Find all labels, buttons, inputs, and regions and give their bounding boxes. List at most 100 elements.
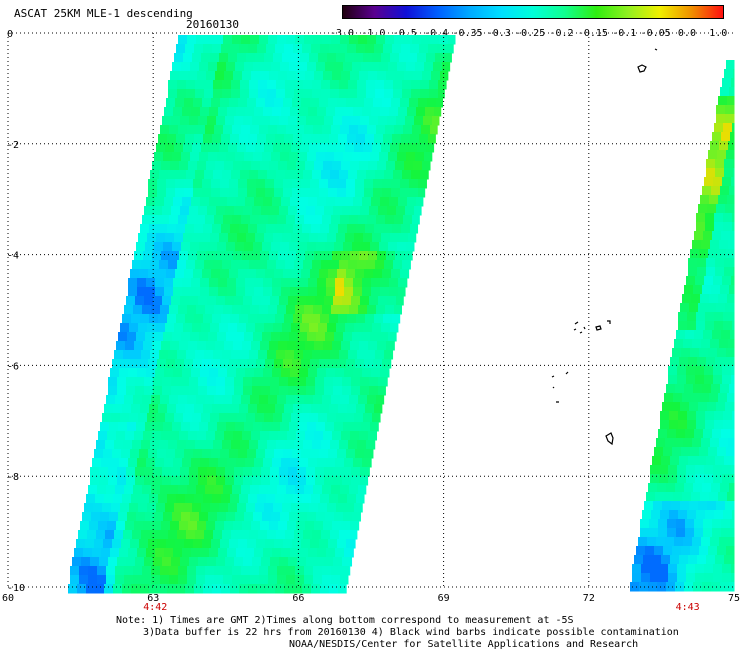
swath-cell (331, 305, 341, 315)
swath-cell (140, 404, 150, 414)
swath-cell (380, 107, 390, 117)
swath-cell (362, 458, 372, 468)
swath-cell (190, 152, 200, 162)
swath-cell (338, 584, 347, 594)
swath-cell (402, 260, 411, 270)
swath-cell (117, 476, 127, 486)
swath-cell (166, 539, 176, 549)
swath-cell (296, 431, 306, 441)
swath-cell (423, 116, 433, 126)
swath-cell (722, 375, 732, 385)
swath-cell (200, 548, 210, 558)
swath-cell (249, 80, 259, 90)
swath-cell (96, 440, 106, 450)
map-title: ASCAT 25KM MLE-1 descending (14, 7, 193, 20)
swath-cell (113, 584, 123, 594)
swath-cell (666, 483, 676, 493)
swath-cell (720, 186, 730, 196)
swath-cell (249, 89, 259, 99)
swath-cell (272, 368, 282, 378)
swath-cell (676, 528, 686, 538)
swath-cell (688, 456, 698, 466)
swath-cell (205, 125, 215, 135)
swath-cell (141, 350, 151, 360)
swath-cell (183, 323, 193, 333)
swath-cell (640, 519, 650, 529)
swath-cell (400, 98, 410, 108)
swath-cell (294, 530, 304, 540)
swath-cell (188, 521, 198, 531)
swath-cell (333, 386, 343, 396)
swath-cell (351, 557, 353, 567)
swath-cell (239, 44, 249, 54)
swath-cell (118, 422, 128, 432)
swath-cell (271, 62, 281, 72)
swath-cell (382, 359, 392, 369)
swath-cell (306, 386, 316, 396)
swath-cell (344, 107, 354, 117)
swath-cell (235, 152, 245, 162)
swath-cell (253, 422, 263, 432)
swath-cell (107, 431, 117, 441)
swath-cell (389, 197, 399, 207)
swath-cell (336, 503, 346, 513)
swath-cell (715, 456, 725, 466)
swath-cell (328, 98, 338, 108)
swath-cell (377, 161, 387, 171)
swath-cell (119, 368, 129, 378)
swath-cell (701, 240, 711, 250)
swath-cell (397, 242, 407, 252)
swath-cell (239, 494, 249, 504)
swath-cell (232, 575, 242, 585)
swath-cell (728, 438, 735, 448)
swath-cell (294, 260, 304, 270)
swath-cell (198, 296, 208, 306)
swath-cell (153, 377, 163, 387)
swath-cell (279, 467, 289, 477)
swath-cell (390, 143, 400, 153)
swath-cell (159, 530, 169, 540)
swath-cell (344, 368, 354, 378)
swath-cell (315, 557, 325, 567)
swath-cell (412, 35, 422, 45)
swath-cell (319, 359, 329, 369)
swath-cell (230, 224, 240, 234)
swath-cell (196, 566, 206, 576)
swath-cell (173, 278, 183, 288)
swath-cell (323, 521, 333, 531)
swath-cell (183, 143, 193, 153)
swath-cell (265, 359, 275, 369)
swath-cell (176, 404, 186, 414)
swath-cell (205, 575, 215, 585)
swath-cell (695, 276, 705, 286)
colorbar-label: 1.0 (709, 28, 728, 39)
swath-cell (269, 341, 279, 351)
swath-cell (333, 116, 343, 126)
swath-cell (346, 359, 356, 369)
swath-cell (298, 512, 308, 522)
swath-cell (366, 89, 376, 99)
swath-cell (704, 465, 714, 475)
swath-cell (731, 564, 735, 574)
swath-cell (203, 404, 213, 414)
swath-cell (111, 503, 121, 513)
swath-cell (682, 294, 692, 304)
swath-cell (274, 359, 284, 369)
swath-cell (343, 512, 353, 522)
swath-cell (651, 510, 661, 520)
swath-cell (240, 170, 250, 180)
swath-cell (183, 53, 193, 63)
swath-cell (157, 359, 167, 369)
swath-cell (248, 224, 258, 234)
swath-cell (180, 386, 190, 396)
swath-cell (363, 53, 373, 63)
swath-cell (122, 404, 132, 414)
swath-cell (430, 125, 438, 135)
swath-cell (97, 575, 107, 585)
swath-cell (700, 492, 710, 502)
swath-cell (312, 260, 322, 270)
swath-cell (361, 332, 371, 342)
swath-cell (173, 458, 183, 468)
swath-cell (143, 341, 153, 351)
swath-cell (179, 251, 189, 261)
